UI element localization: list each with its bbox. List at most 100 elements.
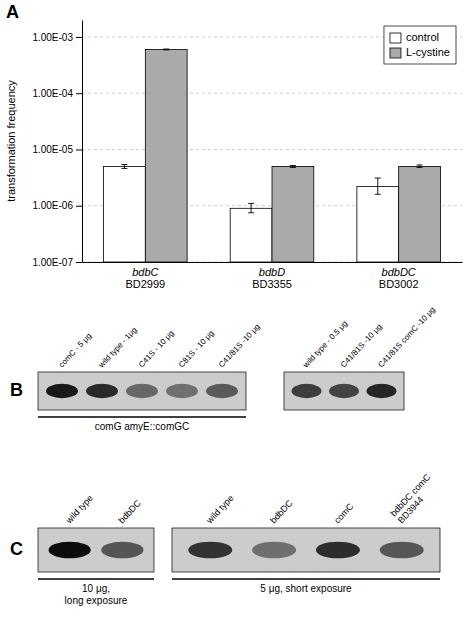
lane-label: bdbDC comCBD3944 <box>388 472 440 526</box>
error-bar <box>163 49 169 51</box>
figure: 1.00E-07 1.00E-06 1.00E-05 1.00E-04 1.00E-03… <box>0 0 474 625</box>
gel-background <box>38 528 154 572</box>
legend-label: control <box>406 31 439 43</box>
bands <box>188 542 423 559</box>
bands <box>292 384 397 398</box>
band <box>49 542 91 559</box>
band <box>126 384 158 398</box>
y-tick: 1.00E-04 <box>32 88 82 99</box>
legend-label: L-cystine <box>406 46 450 58</box>
y-tick: 1.00E-03 <box>32 32 82 43</box>
y-tick-label: 1.00E-05 <box>32 144 73 155</box>
band <box>206 384 238 398</box>
bracket <box>38 416 246 418</box>
series <box>145 49 440 262</box>
band <box>188 542 232 559</box>
band <box>252 542 296 559</box>
lane-label: C41/81S comC -10 μg <box>376 305 437 369</box>
title: A <box>6 2 19 22</box>
y-tick-label: 1.00E-07 <box>32 257 73 268</box>
y-tick-mark <box>76 37 82 38</box>
band <box>292 384 322 398</box>
title: B <box>10 380 23 400</box>
legend: control L-cystine <box>384 26 456 64</box>
band <box>86 384 118 398</box>
error-bar <box>248 203 254 212</box>
lane-labels: wild type bdbDC <box>63 493 143 526</box>
bracket <box>38 578 154 580</box>
error-bar <box>121 165 127 169</box>
bar <box>357 186 399 262</box>
y-tick-label: 1.00E-03 <box>32 32 73 43</box>
lane-label: comC - 5 μg <box>57 331 93 369</box>
band <box>316 542 360 559</box>
gel-caption: 10 μg,long exposure <box>65 583 128 606</box>
band <box>367 384 397 398</box>
y-axis-line <box>82 21 83 263</box>
error-bar <box>290 165 296 167</box>
lane-label: wild type - 1μg <box>96 325 139 370</box>
lane-label: comC <box>332 501 356 525</box>
y-tick-mark <box>76 206 82 207</box>
bar <box>272 166 314 262</box>
bands <box>46 384 238 398</box>
legend-box <box>384 26 456 64</box>
lane-labels: comC - 5 μgwild type - 1μgC41S - 10 μgC8… <box>57 322 262 370</box>
x-tick: bdbDCBD3002 <box>379 262 419 290</box>
y-axis: 1.00E-07 1.00E-06 1.00E-05 1.00E-04 1.00E-03 <box>32 21 82 268</box>
grid <box>82 37 462 262</box>
title: C <box>10 539 23 559</box>
grid-line <box>82 93 462 94</box>
x-tick-label: bdbCBD2999 <box>125 266 165 291</box>
legend-swatch <box>390 33 401 43</box>
bar <box>399 166 441 262</box>
gel-background <box>38 372 246 410</box>
grid-line <box>82 149 462 150</box>
y-tick: 1.00E-06 <box>32 200 82 211</box>
lane-label: C41S - 10 μg <box>137 329 176 370</box>
lane-label: wild type <box>63 493 95 526</box>
x-axis: bdbCBD2999 bdbDBD3355 bdbDCBD3002 <box>83 262 463 290</box>
lane-label: C81S - 10 μg <box>177 329 216 370</box>
bar <box>104 166 146 262</box>
x-tick: bdbCBD2999 <box>125 262 165 290</box>
legend-item: L-cystine <box>390 46 450 58</box>
error-bar <box>375 178 381 194</box>
plot-area <box>104 49 441 262</box>
x-tick-label: bdbDBD3355 <box>252 266 292 291</box>
bracket <box>172 578 440 580</box>
lane-label: bdbDC <box>268 498 295 526</box>
bar <box>230 208 272 262</box>
band <box>101 542 143 559</box>
x-tick-label: bdbDCBD3002 <box>379 266 419 291</box>
lane-label: wild type <box>204 493 236 526</box>
y-tick: 1.00E-07 <box>32 257 82 268</box>
y-tick: 1.00E-05 <box>32 144 82 155</box>
band <box>380 542 424 559</box>
y-tick-mark <box>76 262 82 263</box>
bands <box>49 542 144 559</box>
gel: comC - 5 μgwild type - 1μgC41S - 10 μgC8… <box>10 322 262 432</box>
x-axis-line <box>83 262 463 263</box>
bar <box>145 49 187 262</box>
error-bar <box>417 165 423 167</box>
gel-caption: comG amyE::comGC <box>95 421 189 432</box>
gel-background <box>172 528 440 572</box>
y-tick-mark <box>76 149 82 150</box>
y-tick-mark <box>76 93 82 94</box>
lane-label: C41/81S -10 μg <box>217 322 262 369</box>
error-bars <box>163 49 422 167</box>
gel: wild type - 0.5 μgC41/81S -10 μgC41/81S … <box>284 305 437 410</box>
band <box>46 384 78 398</box>
gel: wild type bdbDC 10 μg,long exposure C <box>10 493 154 606</box>
lane-label: bdbDC <box>117 498 144 526</box>
band <box>329 384 359 398</box>
error-bars <box>121 165 380 213</box>
lane-labels: wild type bdbDC comC bdbDC comCBD3944 <box>204 472 441 526</box>
y-axis-title: transformation frequency <box>5 80 17 202</box>
band <box>166 384 198 398</box>
legend-item: control <box>390 31 439 43</box>
gel-caption: 5 μg, short exposure <box>260 583 352 594</box>
y-tick-label: 1.00E-06 <box>32 200 73 211</box>
x-tick: bdbDBD3355 <box>252 262 292 290</box>
